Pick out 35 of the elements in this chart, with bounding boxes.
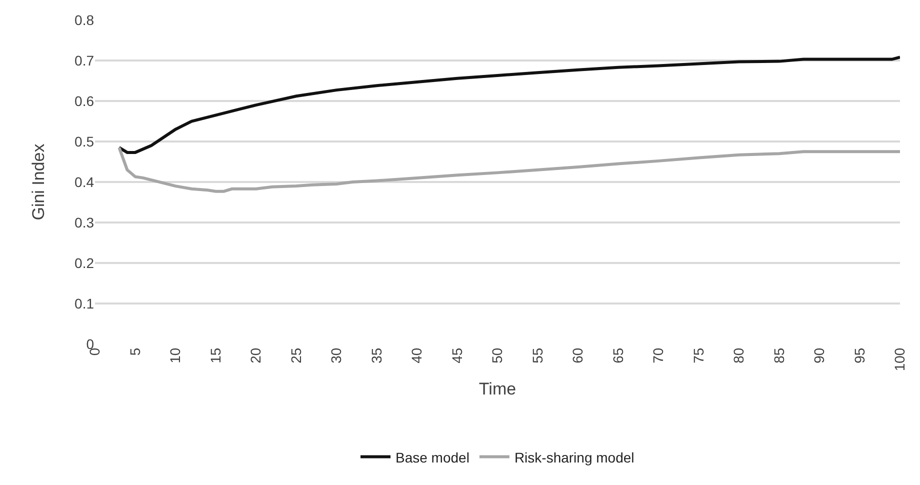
- y-axis-title: Gini Index: [29, 143, 48, 220]
- x-tick-label: 100: [892, 348, 908, 372]
- x-tick-label: 40: [408, 348, 425, 364]
- x-tick-label: 35: [368, 348, 384, 364]
- y-tick-label: 0.3: [74, 214, 94, 230]
- x-tick-label: 20: [248, 348, 264, 364]
- x-tick-label: 55: [529, 348, 546, 364]
- x-tick-label: 10: [167, 348, 184, 364]
- x-tick-label: 45: [448, 348, 465, 364]
- x-tick-label: 75: [690, 348, 706, 364]
- x-tick-label: 50: [489, 348, 506, 364]
- x-tick-label: 70: [650, 348, 666, 364]
- x-tick-label: 25: [288, 348, 304, 364]
- y-tick-label: 0.5: [74, 133, 94, 150]
- x-tick-label: 0: [86, 348, 103, 356]
- line-series: [118, 56, 900, 154]
- legend-label: Base model: [396, 449, 470, 466]
- x-tick-label: 60: [570, 348, 586, 364]
- x-tick-label: 65: [610, 348, 626, 364]
- x-tick-label: 15: [207, 348, 224, 364]
- x-tick-label: 90: [811, 348, 828, 364]
- x-tick-label: 95: [851, 348, 868, 364]
- line-series: [118, 146, 900, 193]
- x-tick-label: 85: [770, 348, 787, 364]
- y-tick-label: 0.1: [74, 295, 94, 312]
- y-tick-label: 0.7: [74, 52, 94, 68]
- y-tick-label: 0.8: [74, 12, 94, 28]
- x-tick-label: 30: [328, 348, 344, 364]
- y-tick-label: 0.4: [74, 174, 94, 190]
- y-tick-label: 0.2: [74, 254, 94, 271]
- y-tick-label: 0.6: [74, 92, 94, 109]
- x-axis-title: Time: [478, 380, 516, 399]
- x-tick-label: 5: [126, 348, 143, 356]
- legend-label: Risk-sharing model: [514, 449, 634, 466]
- x-tick-label: 80: [730, 348, 747, 364]
